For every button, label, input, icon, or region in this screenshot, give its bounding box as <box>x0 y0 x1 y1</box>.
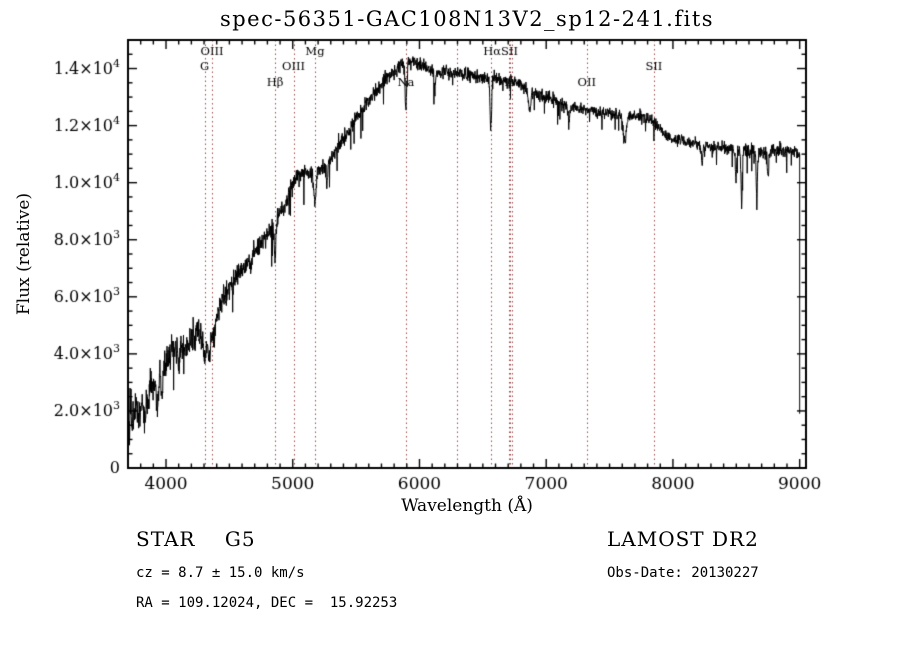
observation-date-text: Obs-Date: 20130227 <box>607 565 759 581</box>
radial-velocity-text: cz = 8.7 ± 15.0 km/s <box>136 565 305 581</box>
chart-title: spec-56351-GAC108N13V2_sp12-241.fits <box>219 7 715 31</box>
coordinates-text: RA = 109.12024, DEC = 15.92253 <box>136 595 398 611</box>
survey-release: LAMOST DR2 <box>607 527 759 551</box>
x-axis-label: Wavelength (Å) <box>401 496 533 516</box>
y-axis-label: Flux (relative) <box>14 192 34 316</box>
object-classification: STAR G5 <box>136 527 256 551</box>
